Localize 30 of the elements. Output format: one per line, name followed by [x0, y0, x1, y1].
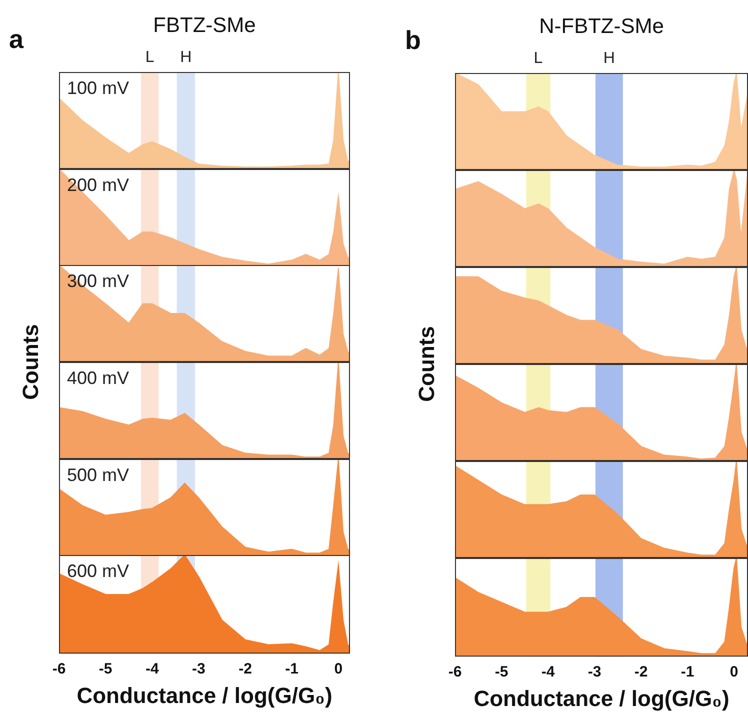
chart-subtitle: 100 mV [67, 78, 130, 98]
x-tick-label: -3 [192, 661, 206, 678]
band-label: H [603, 50, 615, 67]
chart-title: N-FBTZ-SMe [539, 15, 664, 38]
band-label: H [180, 49, 192, 66]
chart-subtitle: 500 mV [67, 464, 130, 485]
x-tick-label: -2 [238, 661, 252, 678]
band-label: L [534, 50, 543, 67]
y-axis-title: Counts [18, 324, 44, 400]
x-tick-label: 0 [334, 661, 343, 678]
x-tick-label: -4 [145, 661, 160, 678]
x-tick-label: -3 [588, 664, 602, 681]
x-axis-title: Conductance / log(G/G₀) [474, 686, 730, 711]
chart-title: FBTZ-SMe [153, 14, 256, 37]
y-axis-title: Counts [414, 326, 440, 402]
x-tick-label: -6 [448, 664, 462, 681]
x-axis-title: Conductance / log(G/G₀) [76, 683, 332, 708]
band-label: L [145, 49, 154, 66]
x-tick-label: -5 [494, 664, 508, 681]
x-tick-label: -1 [285, 661, 298, 678]
x-tick-label: -2 [634, 664, 648, 681]
text: b [405, 25, 421, 56]
chart-subtitle: 600 mV [67, 561, 130, 582]
chart-subtitle: 400 mV [67, 368, 130, 388]
x-tick-label: -4 [541, 664, 556, 681]
x-tick-label: -5 [98, 661, 112, 678]
x-tick-label: -6 [52, 661, 66, 678]
x-tick-label: -1 [680, 664, 694, 681]
text: a [9, 24, 24, 55]
x-tick-label: 0 [730, 664, 738, 681]
